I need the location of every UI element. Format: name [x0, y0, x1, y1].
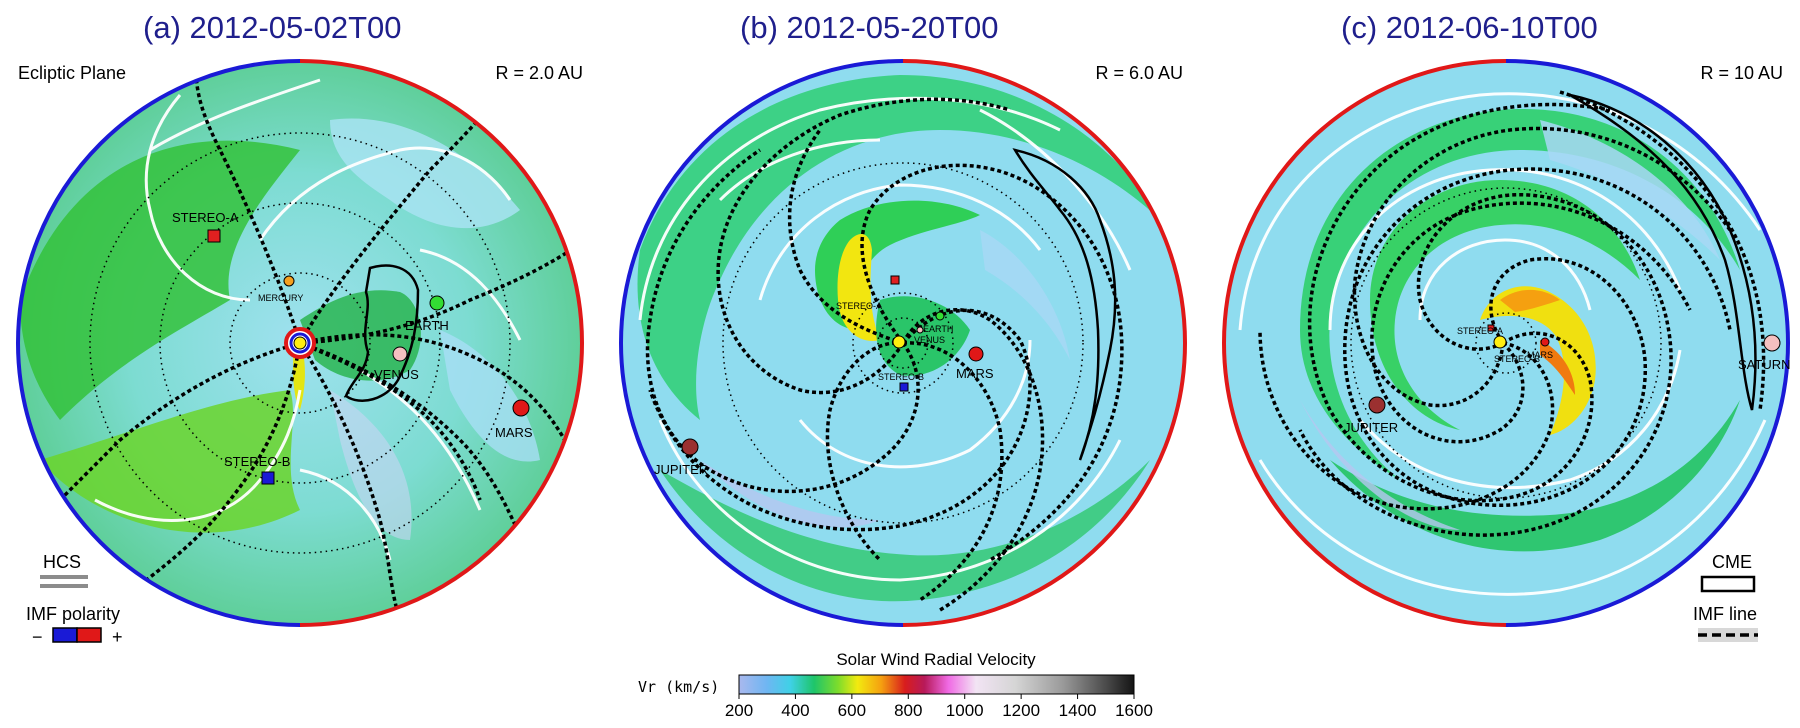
panel-b-jupiter-label: JUPITER	[654, 462, 708, 477]
panel-b-jupiter-marker	[681, 438, 699, 456]
panel-b-mars-marker	[968, 346, 984, 362]
panel-a-mercury-marker	[283, 275, 295, 287]
panel-a-title: (a) 2012-05-02T00	[143, 10, 402, 45]
panel-a-stereo-a-label: STEREO-A	[172, 210, 239, 225]
panel-c-mars-label: MARS	[1527, 350, 1553, 360]
panel-c-jupiter-marker	[1368, 396, 1386, 414]
colorbar-ticks: 200 400 600 800 1000 1200 1400 1600	[725, 694, 1153, 720]
colorbar-tick-label: 1000	[946, 701, 984, 720]
panel-c-range: R = 10 AU	[1700, 63, 1783, 83]
colorbar-tick-label: 600	[838, 701, 866, 720]
panel-c-saturn-marker	[1763, 334, 1781, 352]
colorbar-tick-label: 800	[894, 701, 922, 720]
panel-b-range: R = 6.0 AU	[1095, 63, 1183, 83]
panel-b: (b) 2012-05-20T00 R = 6.0 AU	[619, 10, 1187, 627]
cme-legend: CME	[1700, 552, 1756, 593]
panel-a: (a) 2012-05-02T00 R = 2.0 AU Ecliptic Pl…	[16, 10, 584, 627]
panel-a-mercury-label: MERCURY	[258, 293, 303, 303]
colorbar-unit-label: Vr (km/s)	[638, 678, 719, 696]
panel-b-mars-label: MARS	[956, 366, 994, 381]
colorbar-tick-label: 1600	[1115, 701, 1153, 720]
panel-a-mars-label: MARS	[495, 425, 533, 440]
panel-c-polarity-rim	[1222, 59, 1790, 627]
panel-c-sun	[1493, 335, 1507, 349]
panel-b-venus-marker	[916, 326, 924, 334]
panel-b-stereo-b-marker	[899, 382, 909, 392]
panel-a-range: R = 2.0 AU	[495, 63, 583, 83]
colorbar-tick-label: 200	[725, 701, 753, 720]
panel-c: (c) 2012-06-10T00 R = 10 AU	[1222, 10, 1790, 627]
panel-a-earth-label: EARTH	[405, 318, 449, 333]
panel-b-stereo-a-marker	[890, 275, 900, 285]
panel-b-stereo-a-label: STEREO-A	[836, 301, 882, 311]
panel-a-plane-label: Ecliptic Plane	[18, 63, 126, 83]
colorbar-tick-label: 1400	[1059, 701, 1097, 720]
panel-a-polarity-rim	[16, 59, 584, 627]
panel-a-earth-marker	[429, 295, 445, 311]
imf-line-legend: IMF line	[1693, 604, 1758, 642]
cme-legend-label: CME	[1712, 552, 1752, 572]
panel-a-venus-marker	[392, 346, 408, 362]
polarity-negative-swatch	[52, 627, 78, 643]
panel-c-stereo-a-label: STEREO-A	[1457, 326, 1503, 336]
panel-c-stereo-a-marker	[1487, 324, 1495, 332]
hcs-legend: HCS	[40, 552, 88, 588]
panel-b-earth-marker	[935, 311, 945, 321]
imf-line-legend-label: IMF line	[1693, 604, 1757, 624]
panel-b-title: (b) 2012-05-20T00	[740, 10, 999, 45]
panel-a-mars-marker	[512, 399, 530, 417]
panel-a-stereo-b-marker	[261, 471, 275, 485]
colorbar: Solar Wind Radial Velocity Vr (km/s) 200…	[638, 650, 1153, 720]
polarity-positive-swatch	[76, 627, 102, 643]
colorbar-gradient	[738, 674, 1135, 695]
panel-a-venus-label: VENUS	[374, 367, 419, 382]
panel-b-venus-label: VENUS	[914, 335, 945, 345]
imf-polarity-label: IMF polarity	[26, 604, 120, 624]
panel-b-earth-label: EARTH	[923, 324, 953, 334]
imf-polarity-legend: IMF polarity − +	[26, 604, 123, 647]
panel-c-mars-marker	[1540, 337, 1550, 347]
colorbar-title: Solar Wind Radial Velocity	[836, 650, 1036, 669]
panel-a-stereo-b-label: STEREO-B	[224, 454, 290, 469]
polarity-minus-label: −	[32, 627, 43, 647]
polarity-plus-label: +	[112, 627, 123, 647]
panel-c-title: (c) 2012-06-10T00	[1341, 10, 1598, 45]
hcs-legend-label: HCS	[43, 552, 81, 572]
panel-b-sun	[892, 335, 906, 349]
panel-c-stereo-b-label: STEREO-B	[1494, 354, 1540, 364]
colorbar-tick-label: 1200	[1002, 701, 1040, 720]
panel-c-saturn-label: SATURN	[1738, 357, 1790, 372]
panel-a-stereo-a-marker	[207, 229, 221, 243]
panel-c-jupiter-label: JUPITER	[1344, 420, 1398, 435]
panel-b-stereo-b-label: STEREO-B	[878, 372, 924, 382]
colorbar-tick-label: 400	[781, 701, 809, 720]
panel-b-polarity-rim	[619, 59, 1187, 627]
panel-a-sun	[284, 327, 316, 359]
